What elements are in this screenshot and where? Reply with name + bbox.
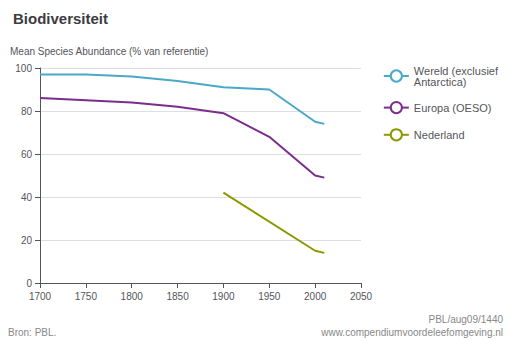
svg-text:Mean Species Abundance (% van: Mean Species Abundance (% van referentie… xyxy=(10,46,208,57)
svg-text:1950: 1950 xyxy=(258,291,281,302)
svg-text:60: 60 xyxy=(21,149,33,160)
svg-text:PBL/aug09/1440: PBL/aug09/1440 xyxy=(428,314,503,325)
svg-text:20: 20 xyxy=(21,235,33,246)
svg-text:1850: 1850 xyxy=(166,291,189,302)
svg-text:Wereld (exclusief: Wereld (exclusief xyxy=(413,64,498,77)
svg-text:Bron: PBL.: Bron: PBL. xyxy=(8,327,56,338)
svg-text:2050: 2050 xyxy=(350,291,373,302)
svg-text:Biodiversiteit: Biodiversiteit xyxy=(13,10,108,27)
svg-text:100: 100 xyxy=(15,63,32,74)
svg-text:1700: 1700 xyxy=(29,291,52,302)
svg-text:40: 40 xyxy=(21,192,33,203)
svg-text:80: 80 xyxy=(21,106,33,117)
svg-text:1900: 1900 xyxy=(212,291,235,302)
svg-text:www.compendiumvoordeleefomgevi: www.compendiumvoordeleefomgeving.nl xyxy=(320,327,503,338)
svg-text:Nederland: Nederland xyxy=(414,129,465,141)
svg-text:1750: 1750 xyxy=(75,291,98,302)
svg-text:Antarctica): Antarctica) xyxy=(414,76,467,88)
svg-text:Europa (OESO): Europa (OESO) xyxy=(414,102,492,114)
svg-text:1800: 1800 xyxy=(121,291,144,302)
svg-text:2000: 2000 xyxy=(304,291,327,302)
svg-text:0: 0 xyxy=(26,278,32,289)
